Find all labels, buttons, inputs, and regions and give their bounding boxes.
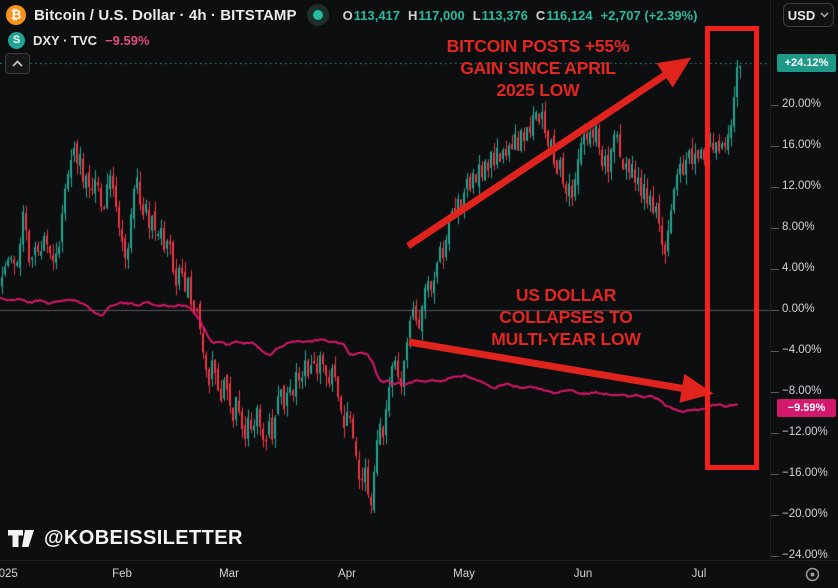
overlay-symbol-title[interactable]: DXY · TVC [33,32,98,48]
axis-settings-gear-icon[interactable] [804,566,821,583]
y-axis-label: −16.00% [782,466,828,479]
x-axis-label: 2025 [0,568,18,580]
overlay-symbol-change: −9.59% [105,32,150,48]
annotation-line: GAIN SINCE APRIL [460,58,616,78]
open-value: 113,417 [353,7,401,23]
btc-last-price-badge: +24.12% [777,53,836,72]
ohlc-values: O113,417 H117,000 L113,376 C116,124 [343,8,593,23]
x-axis-label: Feb [112,568,132,580]
x-axis-label: May [453,568,475,580]
time-axis[interactable]: 2025 Feb Mar Apr May Jun Jul [0,560,838,588]
watermark: @KOBEISSILETTER [8,527,243,550]
y-axis-tick [771,556,779,557]
high-value: 117,000 [418,7,465,23]
open-label: O [342,7,353,23]
x-axis-label: Apr [338,568,356,580]
currency-dropdown-value: USD [787,7,816,23]
y-axis-label: 0.00% [782,302,815,315]
y-axis-tick [771,351,779,352]
annotation-line: US DOLLAR [515,285,617,305]
y-axis-label: 4.00% [782,261,815,274]
price-chart-canvas[interactable] [0,0,770,560]
bitcoin-logo-icon: ₿ [6,5,26,25]
y-axis-tick [771,269,779,270]
y-axis-tick [771,187,779,188]
y-axis-tick [771,228,779,229]
symbol-title[interactable]: Bitcoin / U.S. Dollar · 4h · BITSTAMP [34,6,297,24]
annotation-line: BITCOIN POSTS +55% [446,36,630,56]
y-axis-label: −12.00% [782,425,828,438]
close-value: 116,124 [546,7,593,23]
pane-collapse-button[interactable] [5,53,30,74]
price-axis[interactable]: +24.12% −9.59% 20.00% 16.00% 12.00% 8.00% 4.… [770,0,838,561]
market-status-icon [306,4,329,26]
y-axis-label: 16.00% [782,138,822,151]
annotation-line: MULTI-YEAR LOW [491,329,641,349]
chevron-up-icon [12,60,23,67]
overlay-symbol-header: S DXY · TVC −9.59% [8,31,150,49]
y-axis-tick [771,392,779,393]
y-axis-label: 20.00% [782,97,822,110]
y-axis-label: 12.00% [782,179,822,192]
close-label: C [535,7,546,23]
dxy-logo-icon: S [8,31,25,49]
y-axis-label: −24.00% [782,549,828,561]
annotation-line: COLLAPSES TO [499,307,633,327]
x-axis-label: Jul [691,568,707,580]
y-axis-label: −4.00% [782,343,822,356]
dxy-last-price-badge: −9.59% [777,399,836,418]
symbol-header: ₿ Bitcoin / U.S. Dollar · 4h · BITSTAMP … [6,4,697,26]
x-axis-label: Jun [573,568,593,580]
annotation-line: 2025 LOW [496,80,580,100]
chevron-down-icon [820,12,829,18]
high-label: H [408,7,418,23]
low-label: L [472,7,481,23]
y-axis-label: 8.00% [782,220,815,233]
dollar-collapse-annotation: US DOLLAR COLLAPSES TO MULTI-YEAR LOW [459,284,673,350]
y-axis-tick [771,105,779,106]
watermark-handle: @KOBEISSILETTER [44,527,243,549]
low-value: 113,376 [481,7,528,23]
y-axis-tick [771,515,779,516]
x-axis-label: Mar [219,568,239,580]
y-axis-label: −8.00% [782,384,822,397]
change-value: +2,707 (+2.39%) [600,7,698,23]
y-axis-tick [771,433,779,434]
y-axis-tick [771,474,779,475]
tradingview-logo-icon [8,530,34,547]
y-axis-tick [771,310,779,311]
y-axis-tick [771,146,779,147]
y-axis-label: −20.00% [782,507,828,520]
currency-dropdown[interactable]: USD [783,3,834,27]
bitcoin-gain-annotation: BITCOIN POSTS +55% GAIN SINCE APRIL 2025… [431,35,645,101]
